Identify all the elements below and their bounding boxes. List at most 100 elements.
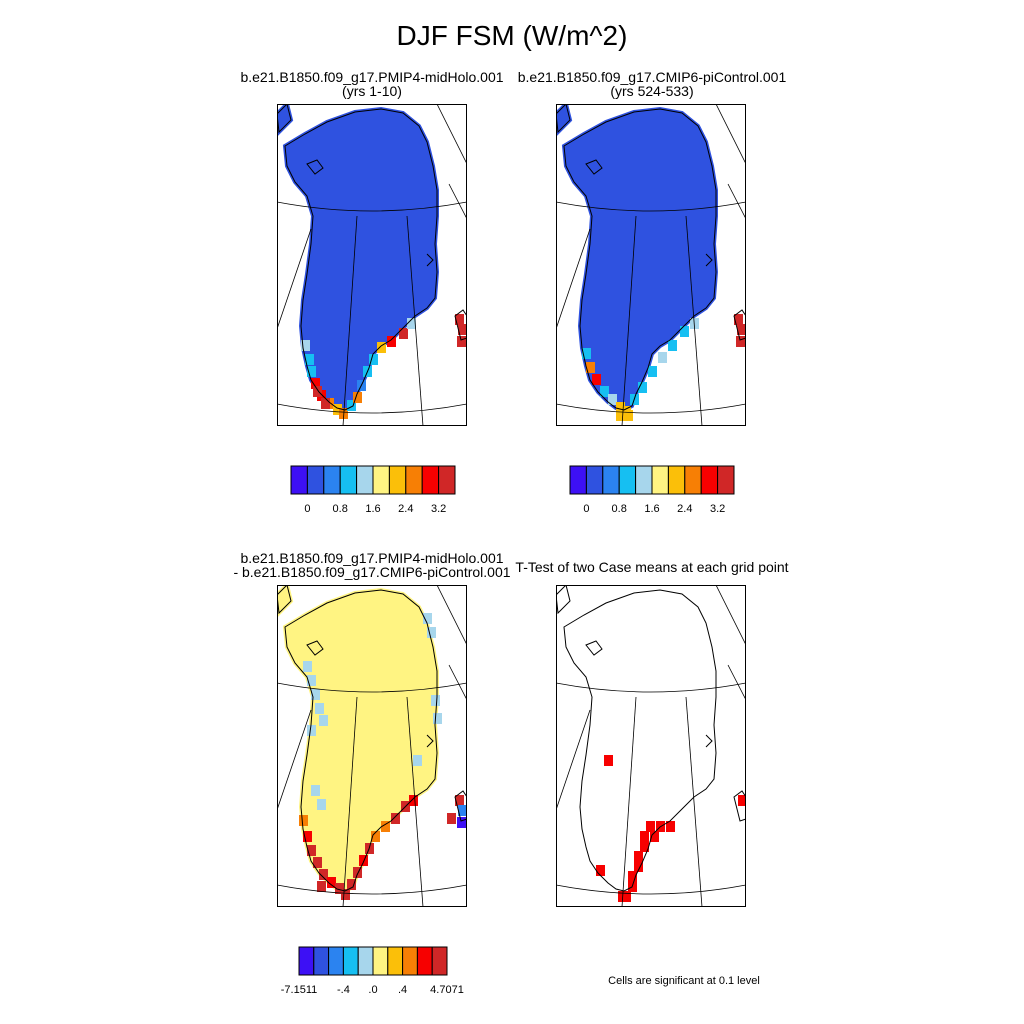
grid-cell bbox=[666, 821, 675, 832]
colorbar-tick-label: 2.4 bbox=[677, 503, 693, 515]
grid-cell bbox=[317, 799, 326, 810]
colorbar-box bbox=[585, 465, 604, 495]
colorbar-tick-label: 4.7071 bbox=[430, 984, 464, 996]
grid-cell bbox=[458, 805, 467, 816]
grid-cell bbox=[650, 831, 659, 842]
grid-cell bbox=[311, 689, 320, 700]
grid-cell bbox=[680, 326, 689, 337]
grid-cell bbox=[604, 755, 613, 766]
colorbar-tick-label: -.4 bbox=[336, 984, 350, 996]
colorbar-box bbox=[298, 946, 315, 976]
colorbar-tick-label: 1.6 bbox=[365, 503, 381, 515]
colorbar-box bbox=[342, 946, 359, 976]
land-fill bbox=[277, 585, 294, 618]
colorbar-box bbox=[431, 946, 448, 976]
graticule bbox=[556, 104, 746, 426]
colorbar-box bbox=[372, 946, 389, 976]
colorbar-tick-label: 2.4 bbox=[398, 503, 414, 515]
panel-title-line1: b.e21.B1850.f09_g17.CMIP6-piControl.001 bbox=[517, 69, 787, 85]
coastline bbox=[277, 104, 467, 411]
grid-cell bbox=[640, 831, 649, 842]
grid-cell bbox=[315, 703, 324, 714]
colorbar-box bbox=[402, 946, 418, 976]
panel-title-line1: b.e21.B1850.f09_g17.PMIP4-midHolo.001 bbox=[240, 550, 504, 566]
map-frame bbox=[277, 104, 467, 426]
colorbar-tick-label: .0 bbox=[368, 984, 378, 996]
grid-cell bbox=[736, 336, 745, 347]
panel-title-line2: (yrs 1-10) bbox=[342, 83, 402, 99]
grid-cell bbox=[317, 881, 326, 892]
coastline bbox=[277, 585, 467, 892]
panel-title-line2: (yrs 524-533) bbox=[610, 83, 694, 99]
land-fill bbox=[556, 104, 573, 137]
map-panel-bottom-right bbox=[556, 585, 746, 907]
grid-cell bbox=[738, 795, 746, 806]
significance-note: Cells are significant at 0.1 level bbox=[608, 975, 760, 987]
colorbar-box bbox=[635, 465, 653, 495]
grid-cell bbox=[341, 889, 350, 900]
grid-cell bbox=[311, 378, 320, 389]
grid-cell bbox=[307, 366, 316, 377]
grid-cell bbox=[427, 627, 436, 638]
grid-cell bbox=[377, 342, 386, 353]
panel-title-top-right: b.e21.B1850.f09_g17.CMIP6-piControl.001 … bbox=[502, 70, 802, 98]
grid-cell bbox=[737, 324, 746, 335]
grid-cell bbox=[319, 869, 328, 880]
map-panel-top-right bbox=[556, 104, 746, 426]
grid-cell bbox=[734, 314, 743, 325]
colorbar-ticks-top-right: 0 0.8 1.6 2.4 3.2 bbox=[569, 503, 735, 517]
colorbar-tick-label: 0 bbox=[583, 503, 590, 515]
grid-cell bbox=[353, 392, 362, 403]
colorbar-box bbox=[290, 465, 308, 495]
colorbar-ticks-top-left: 0 0.8 1.6 2.4 3.2 bbox=[290, 503, 456, 517]
grid-cell bbox=[347, 879, 356, 890]
grid-cell bbox=[447, 813, 456, 824]
grid-cell bbox=[369, 354, 378, 365]
map-panel-bottom-left bbox=[277, 585, 467, 907]
map-frame bbox=[556, 585, 746, 907]
colorbar-box bbox=[651, 465, 669, 495]
grid-cell bbox=[413, 755, 422, 766]
colorbar-box bbox=[438, 465, 456, 495]
grid-cell bbox=[586, 362, 595, 373]
panel-title-bottom-left: b.e21.B1850.f09_g17.PMIP4-midHolo.001 - … bbox=[222, 551, 522, 579]
colorbar-box bbox=[717, 465, 735, 495]
grid-cell bbox=[311, 785, 320, 796]
colorbar-box bbox=[339, 465, 358, 495]
colorbar-box bbox=[618, 465, 637, 495]
grid-cell bbox=[399, 328, 408, 339]
colorbar-bottom-left bbox=[298, 946, 448, 976]
grid-cell bbox=[327, 877, 336, 888]
grid-cell bbox=[592, 374, 601, 385]
grid-cell bbox=[624, 410, 633, 421]
grid-cell bbox=[305, 354, 314, 365]
coastline bbox=[556, 585, 746, 892]
grid-cell bbox=[455, 314, 464, 325]
grid-cell bbox=[313, 386, 322, 397]
grid-cell bbox=[582, 348, 591, 359]
map-frame bbox=[556, 104, 746, 426]
grid-cell bbox=[347, 400, 356, 411]
grid-cell bbox=[381, 821, 390, 832]
grid-cell bbox=[608, 394, 617, 405]
colorbar-box bbox=[416, 946, 433, 976]
colorbar-box bbox=[602, 465, 620, 495]
grid-cell bbox=[640, 841, 649, 852]
grid-cell bbox=[307, 845, 316, 856]
grid-cell bbox=[353, 867, 362, 878]
grid-cell bbox=[668, 340, 677, 351]
panel-title-line1: T-Test of two Case means at each grid po… bbox=[515, 559, 789, 575]
colorbar-box bbox=[388, 465, 407, 495]
colorbar-tick-label: 3.2 bbox=[430, 503, 447, 515]
grid-cell bbox=[307, 675, 316, 686]
grid-cell bbox=[391, 813, 400, 824]
colorbar-top-left bbox=[290, 465, 456, 495]
panel-title-bottom-right: T-Test of two Case means at each grid po… bbox=[502, 560, 802, 574]
grid-cell bbox=[616, 402, 625, 413]
grid-cell bbox=[303, 661, 312, 672]
grid-cell bbox=[409, 795, 418, 806]
colorbar-box bbox=[328, 946, 344, 976]
colorbar-box bbox=[684, 465, 702, 495]
colorbar-box bbox=[700, 465, 719, 495]
grid-cell bbox=[313, 857, 322, 868]
